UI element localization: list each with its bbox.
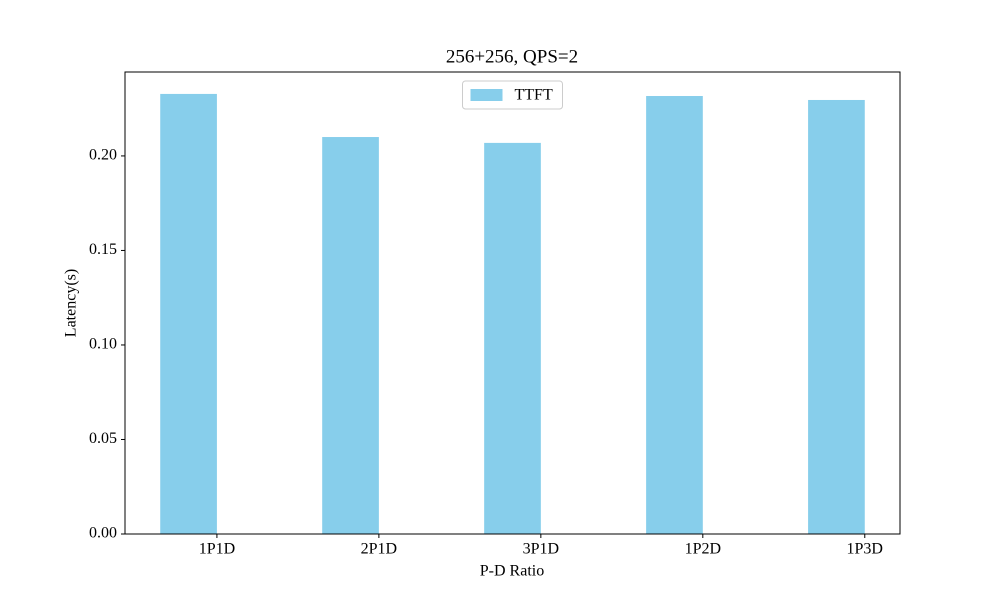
x-tick-label: 2P1D (361, 541, 397, 558)
y-tick-label: 0.00 (89, 525, 117, 542)
y-tick-label: 0.05 (89, 430, 117, 447)
x-tick-label: 1P3D (847, 541, 883, 558)
bar (808, 99, 865, 535)
y-tick-label: 0.10 (89, 336, 117, 353)
y-tick-label: 0.20 (89, 147, 117, 164)
bar (484, 142, 541, 535)
y-tick-label: 0.15 (89, 241, 117, 258)
x-tick-label: 3P1D (523, 541, 559, 558)
legend-label: TTFT (515, 87, 553, 104)
legend-swatch (470, 89, 503, 101)
x-axis-label: P-D Ratio (480, 563, 544, 580)
bar (646, 96, 703, 535)
bar (322, 137, 379, 534)
y-axis-label: Latency(s) (63, 269, 80, 337)
chart-title: 256+256, QPS=2 (446, 46, 578, 67)
x-tick-label: 1P1D (199, 541, 235, 558)
bar (160, 93, 217, 535)
x-tick-label: 1P2D (685, 541, 721, 558)
legend-box (462, 80, 563, 110)
plot-frame (124, 71, 901, 535)
